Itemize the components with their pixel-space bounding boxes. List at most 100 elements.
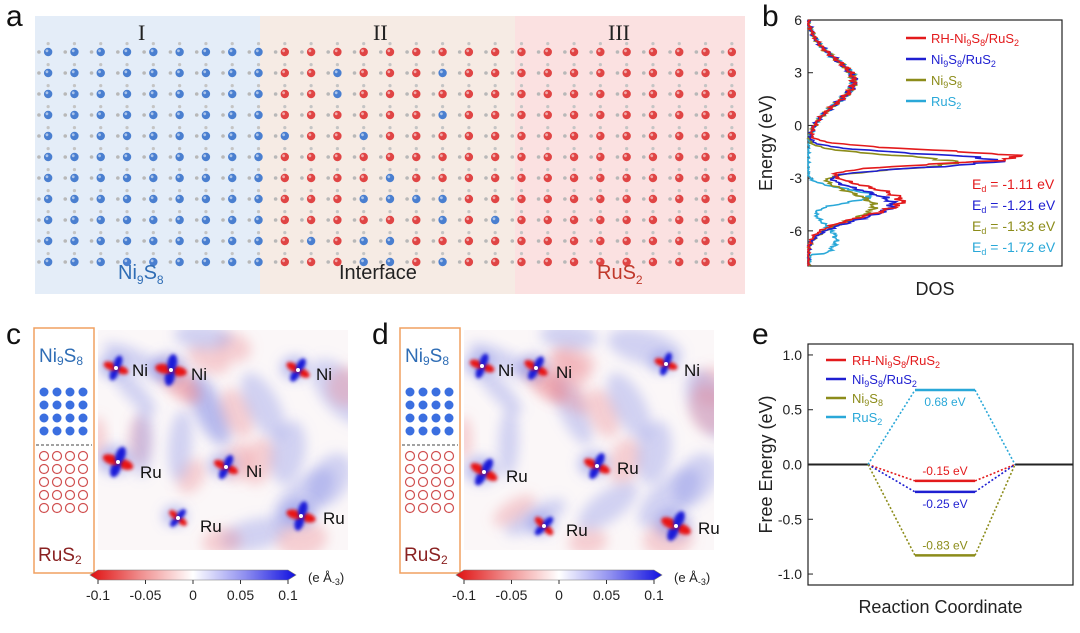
atom-highlight xyxy=(413,238,417,242)
sulfur-atom xyxy=(405,218,409,222)
y-tick-label: 0 xyxy=(794,117,802,133)
sulfur-atom xyxy=(625,168,629,172)
sulfur-atom xyxy=(510,260,515,264)
colorbar-tick-label: 0 xyxy=(555,587,563,603)
energy-connector xyxy=(867,389,916,465)
atom-center xyxy=(116,460,120,464)
sulfur-atom xyxy=(720,71,725,75)
density-blob xyxy=(548,368,590,415)
metal-atom xyxy=(675,215,684,225)
atom-highlight xyxy=(229,91,233,95)
sulfur-atom xyxy=(230,252,234,256)
sulfur-atom xyxy=(457,113,462,117)
metal-atom xyxy=(96,236,105,246)
density-blob xyxy=(578,482,638,531)
density-blob xyxy=(173,330,232,350)
sulfur-atom xyxy=(142,92,146,96)
atom-highlight xyxy=(492,259,496,263)
metal-atom xyxy=(306,131,316,141)
metal-atom xyxy=(701,152,710,162)
sulfur-atom xyxy=(116,197,120,201)
colorbar-tick-label: 0.1 xyxy=(644,587,664,603)
sulfur-atom xyxy=(178,231,182,235)
atom-highlight xyxy=(124,196,128,200)
atom-highlight xyxy=(571,112,575,116)
sulfur-atom xyxy=(230,147,234,151)
atom-highlight xyxy=(150,112,154,116)
atom-highlight xyxy=(334,175,338,179)
metal-atom xyxy=(254,215,263,225)
density-blob xyxy=(568,527,608,550)
sulfur-atom xyxy=(178,105,182,109)
atom-highlight xyxy=(702,175,706,179)
y-tick-label: 0.5 xyxy=(783,402,803,418)
atom-highlight xyxy=(387,112,391,116)
metal-atom xyxy=(412,68,421,78)
sulfur-atom xyxy=(625,189,629,193)
metal-atom xyxy=(543,152,552,162)
metal-atom xyxy=(201,194,211,204)
atom-highlight xyxy=(45,112,49,116)
sulfur-atom xyxy=(116,176,120,180)
atom-highlight xyxy=(282,217,286,221)
sulfur-atom xyxy=(493,42,497,46)
metal-atom xyxy=(675,257,684,267)
inset-bottom-label: RuS2 xyxy=(404,545,448,567)
sulfur-atom xyxy=(37,239,41,243)
metal-atom xyxy=(727,131,737,141)
atom-highlight xyxy=(676,259,680,263)
sulfur-atom xyxy=(194,113,199,117)
atom-highlight xyxy=(624,154,627,158)
metal-atom xyxy=(333,131,342,141)
energy-connector xyxy=(867,463,916,493)
metal-atom xyxy=(517,257,526,267)
sulfur-atom xyxy=(151,168,155,172)
atom-highlight xyxy=(466,49,470,53)
metal-atom xyxy=(438,47,447,57)
atom-highlight xyxy=(177,112,180,116)
atom-highlight xyxy=(203,49,207,53)
atom-highlight xyxy=(71,133,75,137)
sulfur-atom xyxy=(625,84,629,88)
inset-atom-ni xyxy=(52,413,62,423)
metal-atom xyxy=(596,173,605,183)
sulfur-atom xyxy=(362,105,366,109)
metal-atom xyxy=(149,236,158,246)
sulfur-atom xyxy=(309,42,313,46)
atom-highlight xyxy=(545,70,548,74)
sulfur-atom xyxy=(572,63,576,67)
atom-highlight xyxy=(466,175,470,179)
metal-atom xyxy=(70,194,79,204)
atom-label: Ru xyxy=(200,517,222,536)
sulfur-atom xyxy=(457,71,462,75)
sulfur-atom xyxy=(221,176,225,180)
sulfur-atom xyxy=(309,231,313,235)
metal-atom xyxy=(490,194,500,204)
metal-atom xyxy=(517,215,526,225)
atom-highlight xyxy=(71,91,75,95)
sulfur-atom xyxy=(230,84,234,88)
atom-highlight xyxy=(203,91,207,95)
metal-atom xyxy=(201,215,211,225)
sulfur-atom xyxy=(116,260,120,264)
sulfur-atom xyxy=(204,210,208,214)
density-blob xyxy=(327,366,348,407)
atom-highlight xyxy=(308,259,312,263)
sulfur-atom xyxy=(598,126,602,130)
sulfur-atom xyxy=(221,260,225,264)
sulfur-atom xyxy=(694,113,699,117)
sulfur-atom xyxy=(151,105,155,109)
sulfur-atom xyxy=(326,113,331,117)
sulfur-atom xyxy=(300,155,304,159)
sulfur-atom xyxy=(546,189,550,193)
sulfur-atom xyxy=(309,210,313,214)
inset-atom-ru xyxy=(430,502,442,514)
atom-highlight xyxy=(308,91,312,95)
atom-highlight xyxy=(492,175,496,179)
atom-highlight xyxy=(597,112,601,116)
inset-atom-ru xyxy=(51,450,63,462)
sulfur-atom xyxy=(194,134,199,138)
metal-atom xyxy=(569,89,579,99)
atom-highlight xyxy=(676,91,680,95)
metal-atom xyxy=(70,215,79,225)
